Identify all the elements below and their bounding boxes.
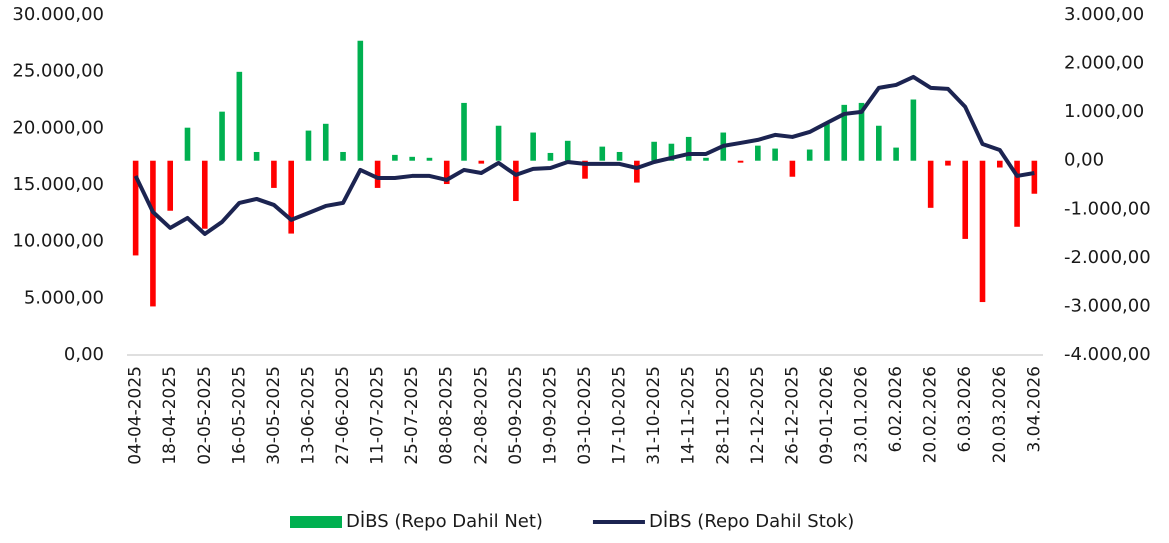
bar (495, 125, 502, 161)
bar (184, 127, 191, 161)
bar (392, 154, 398, 161)
bar (824, 123, 830, 161)
bar (876, 125, 882, 161)
x-tick-label: 18-04-2025 (160, 366, 180, 465)
x-tick-label: 20.03.2026 (990, 366, 1010, 463)
bar (236, 71, 243, 161)
bar (340, 151, 346, 161)
bar (547, 152, 554, 161)
x-tick-label: 13-06-2025 (298, 366, 318, 465)
x-tick-label: 14-11-2025 (679, 366, 699, 465)
bar (789, 160, 796, 177)
bar (582, 160, 588, 179)
bar (1031, 160, 1038, 194)
bar (634, 160, 640, 183)
legend-label: DİBS (Repo Dahil Net) (346, 511, 543, 532)
bar (461, 102, 467, 161)
bar (530, 132, 536, 161)
bar (564, 140, 571, 161)
x-tick-label: 6.03.2026 (955, 366, 975, 453)
x-tick-label: 12-12-2025 (748, 366, 768, 465)
x-tick-label: 19-09-2025 (540, 366, 560, 465)
bar (253, 151, 260, 161)
bar (927, 160, 934, 208)
x-tick-label: 03-10-2025 (575, 366, 595, 465)
y2-tick-label: 3.000,00 (1064, 4, 1144, 25)
bar (996, 160, 1003, 168)
x-tick-label: 08-08-2025 (437, 366, 457, 465)
y-tick-label: 20.000,00 (12, 117, 104, 138)
bar (288, 160, 294, 234)
x-tick-label: 22-08-2025 (471, 366, 491, 465)
y-tick-label: 30.000,00 (12, 4, 104, 25)
bar (150, 160, 156, 307)
bar (703, 157, 709, 161)
bar (685, 136, 692, 161)
bar (1014, 160, 1020, 227)
x-tick-label: 04-04-2025 (126, 366, 146, 465)
x-tick-label: 20.02.2026 (921, 366, 941, 463)
y2-tick-label: -4.000,00 (1064, 344, 1151, 365)
bar (616, 151, 623, 161)
bar (478, 160, 485, 164)
bar (132, 160, 139, 256)
y2-tick-label: 2.000,00 (1064, 53, 1144, 74)
y-tick-label: 0,00 (64, 344, 104, 365)
bar (271, 160, 277, 188)
bar (374, 160, 381, 188)
bar (910, 99, 917, 161)
y2-tick-label: -2.000,00 (1064, 247, 1151, 268)
bar (167, 160, 174, 211)
x-tick-label: 6.02.2026 (886, 366, 906, 453)
x-tick-label: 28-11-2025 (713, 366, 733, 465)
bar (668, 143, 675, 161)
x-tick-label: 3.04.2026 (1024, 366, 1044, 453)
x-tick-label: 30-05-2025 (264, 366, 284, 465)
x-tick-label: 02-05-2025 (195, 366, 215, 465)
bar (513, 160, 519, 202)
bar (979, 160, 986, 303)
x-tick-label: 31-10-2025 (644, 366, 664, 465)
x-tick-label: 27-06-2025 (333, 366, 353, 465)
y-tick-label: 5.000,00 (24, 287, 104, 308)
bar (599, 146, 606, 161)
bar (737, 160, 744, 163)
line (133, 74, 1035, 236)
x-tick-label: 09-01-2026 (817, 366, 837, 465)
y-tick-label: 10.000,00 (12, 231, 104, 252)
bar (322, 123, 329, 161)
bar (409, 156, 415, 161)
bar (893, 147, 899, 161)
bar (651, 141, 657, 161)
bar (962, 160, 969, 239)
bar (945, 160, 951, 166)
y-tick-label: 15.000,00 (12, 174, 104, 195)
x-tick-label: 05-09-2025 (506, 366, 526, 465)
y2-tick-label: -3.000,00 (1064, 295, 1151, 316)
bar (443, 160, 450, 185)
bar (219, 111, 225, 161)
bar (755, 145, 761, 161)
x-tick-label: 25-07-2025 (402, 366, 422, 465)
y-tick-label: 25.000,00 (12, 61, 104, 82)
x-tick-label: 11-07-2025 (368, 366, 388, 465)
bar (841, 104, 848, 161)
legend-label: DİBS (Repo Dahil Stok) (649, 511, 854, 532)
x-tick-label: 16-05-2025 (229, 366, 249, 465)
y2-tick-label: -1.000,00 (1064, 198, 1151, 219)
bar (305, 130, 312, 161)
x-tick-label: 23.01.2026 (852, 366, 872, 463)
legend-swatch (290, 516, 342, 528)
x-tick-label: 26-12-2025 (782, 366, 802, 465)
bar (357, 40, 364, 161)
bar (772, 148, 778, 161)
bar (858, 102, 865, 161)
y2-tick-label: 0,00 (1064, 150, 1104, 171)
x-tick-label: 17-10-2025 (610, 366, 630, 465)
bar (806, 149, 813, 161)
bar (426, 157, 433, 161)
bar (201, 160, 208, 229)
y2-tick-label: 1.000,00 (1064, 101, 1144, 122)
